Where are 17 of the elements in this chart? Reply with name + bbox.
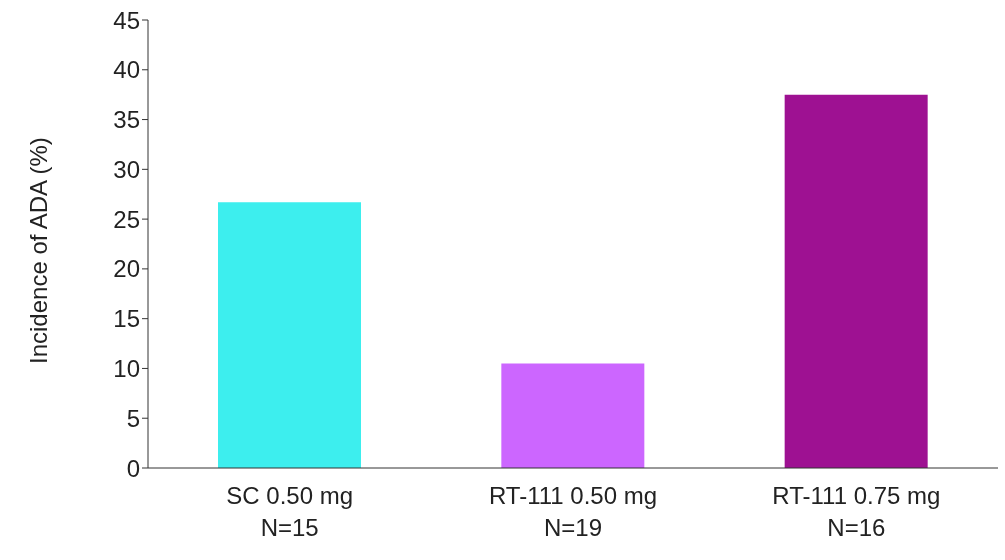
x-tick-label: SC 0.50 mg N=15 bbox=[226, 482, 354, 541]
y-tick-label: 10 bbox=[113, 354, 140, 382]
y-tick-label: 40 bbox=[113, 56, 140, 84]
bar bbox=[218, 202, 361, 468]
y-tick-label: 0 bbox=[126, 454, 140, 482]
y-tick-label: 45 bbox=[113, 6, 140, 34]
x-tick-label: RT-111 0.75 mg N=16 bbox=[772, 482, 941, 541]
y-tick-label: 35 bbox=[113, 106, 140, 134]
y-tick-label: 15 bbox=[113, 305, 140, 333]
y-tick-label: 5 bbox=[126, 404, 140, 432]
bar bbox=[501, 363, 645, 468]
y-tick-label: 20 bbox=[113, 255, 140, 283]
x-tick-label: RT-111 0.50 mg N=19 bbox=[488, 482, 658, 541]
bar bbox=[784, 94, 928, 468]
y-tick-label: 30 bbox=[113, 155, 140, 183]
y-tick-label: 25 bbox=[113, 205, 140, 233]
y-axis-title: Incidence of ADA (%) bbox=[24, 137, 52, 364]
